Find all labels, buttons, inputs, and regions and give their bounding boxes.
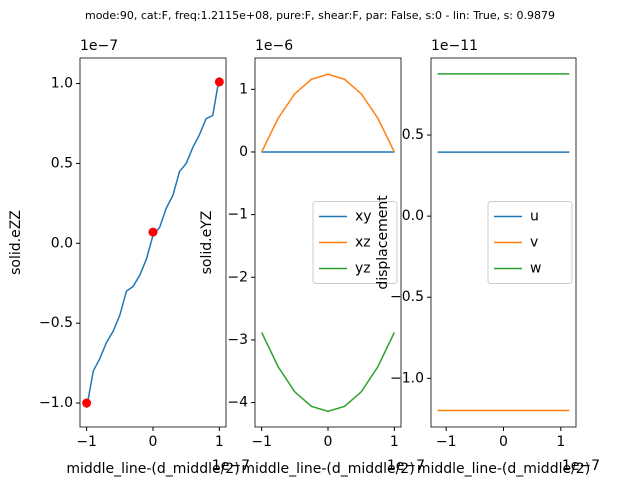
axes-frame bbox=[254, 57, 402, 428]
x-tick-label: 0 bbox=[324, 434, 333, 450]
y-tick-label: −2 bbox=[227, 269, 248, 285]
x-tick-label: −1 bbox=[251, 434, 272, 450]
legend-label: w bbox=[530, 261, 541, 277]
marker bbox=[214, 77, 224, 87]
y-tick-label: −1.0 bbox=[39, 395, 73, 411]
y-axis-label: solid.eYZ bbox=[199, 211, 215, 275]
legend-label: xz bbox=[355, 235, 371, 251]
x-tick-label: −1 bbox=[76, 434, 97, 450]
y-tick-label: 0.5 bbox=[402, 127, 424, 143]
x-tick-label: −1 bbox=[436, 434, 457, 450]
y-tick-label: 0.5 bbox=[51, 155, 73, 171]
x-tick-label: 1 bbox=[556, 434, 565, 450]
line bbox=[260, 73, 396, 153]
y-tick-label: −3 bbox=[227, 332, 248, 348]
x-tick-label: 0 bbox=[149, 434, 158, 450]
y-offset-label: 1e−11 bbox=[431, 38, 478, 54]
x-axis-label: middle_line-(d_middle/2) bbox=[66, 461, 239, 477]
legend-label: u bbox=[530, 209, 539, 225]
x-offset-label: 1e−7 bbox=[212, 458, 250, 474]
y-offset-label: 1e−7 bbox=[80, 38, 118, 54]
figure-title: mode:90, cat:F, freq:1.2115e+08, pure:F,… bbox=[85, 9, 555, 22]
axes-frame bbox=[430, 57, 577, 428]
marker bbox=[148, 227, 158, 237]
y-tick-label: −1 bbox=[227, 207, 248, 223]
y-tick-label: −1.0 bbox=[390, 370, 424, 386]
y-tick-label: 0.0 bbox=[51, 235, 73, 251]
x-tick-label: 1 bbox=[215, 434, 224, 450]
legend-label: xy bbox=[355, 209, 372, 225]
marker bbox=[82, 398, 92, 408]
x-axis-label: middle_line-(d_middle/2) bbox=[417, 461, 590, 477]
y-tick-label: −0.5 bbox=[39, 315, 73, 331]
legend: uvw bbox=[487, 201, 573, 284]
y-axis-label: displacement bbox=[375, 195, 391, 290]
x-offset-label: 1e−7 bbox=[562, 458, 600, 474]
y-tick-label: 1 bbox=[239, 81, 248, 97]
y-tick-label: −0.5 bbox=[390, 289, 424, 305]
line bbox=[260, 332, 396, 413]
x-offset-label: 1e−7 bbox=[387, 458, 425, 474]
y-tick-label: −4 bbox=[227, 395, 248, 411]
x-tick-label: 1 bbox=[390, 434, 399, 450]
y-tick-label: 1.0 bbox=[51, 76, 73, 92]
y-tick-label: 0 bbox=[239, 144, 248, 160]
x-axis-label: middle_line-(d_middle/2) bbox=[241, 461, 414, 477]
legend-label: v bbox=[530, 235, 538, 251]
y-tick-label: 0.0 bbox=[402, 208, 424, 224]
y-axis-label: solid.eZZ bbox=[8, 210, 24, 275]
legend-label: yz bbox=[355, 261, 371, 277]
y-offset-label: 1e−6 bbox=[255, 38, 293, 54]
legend-box bbox=[487, 201, 573, 284]
axes-frame bbox=[79, 57, 227, 428]
x-tick-label: 0 bbox=[499, 434, 508, 450]
legend: xy xz yz bbox=[312, 201, 398, 284]
legend-box bbox=[312, 201, 398, 284]
